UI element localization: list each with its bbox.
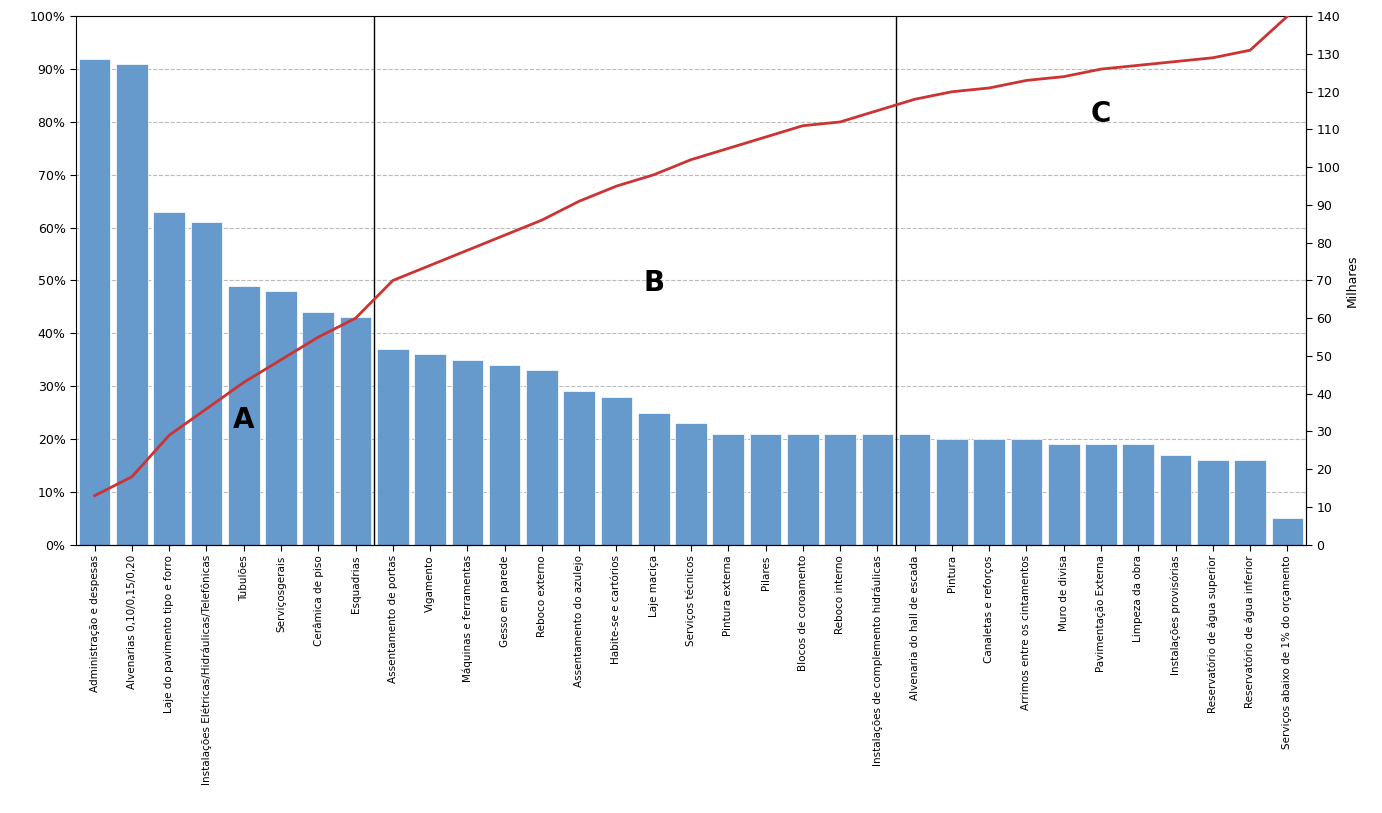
Bar (303, 312, 334, 545)
Bar (265, 291, 297, 545)
Bar (601, 397, 633, 545)
Bar (713, 433, 744, 545)
Bar (1197, 460, 1229, 545)
Bar (1122, 444, 1154, 545)
Bar (786, 433, 818, 545)
Text: A: A (234, 406, 254, 434)
Bar (228, 285, 260, 545)
Bar (191, 222, 223, 545)
Bar (415, 354, 446, 545)
Bar (1085, 444, 1117, 545)
Bar (973, 439, 1005, 545)
Bar (377, 349, 409, 545)
Bar (1048, 444, 1079, 545)
Bar (452, 359, 484, 545)
Bar (1271, 519, 1303, 545)
Bar (116, 63, 148, 545)
Bar (1010, 439, 1042, 545)
Bar (898, 433, 930, 545)
Bar (1234, 460, 1266, 545)
Bar (489, 365, 521, 545)
Bar (638, 412, 669, 545)
Bar (749, 433, 781, 545)
Bar (527, 370, 558, 545)
Bar (824, 433, 855, 545)
Text: B: B (643, 269, 665, 297)
Text: C: C (1090, 100, 1111, 128)
Bar (564, 392, 596, 545)
Bar (79, 59, 111, 545)
Bar (936, 439, 967, 545)
Y-axis label: Milhares: Milhares (1346, 254, 1359, 307)
Bar (861, 433, 893, 545)
Bar (153, 212, 185, 545)
Bar (340, 317, 372, 545)
Bar (676, 423, 706, 545)
Bar (1159, 454, 1191, 545)
